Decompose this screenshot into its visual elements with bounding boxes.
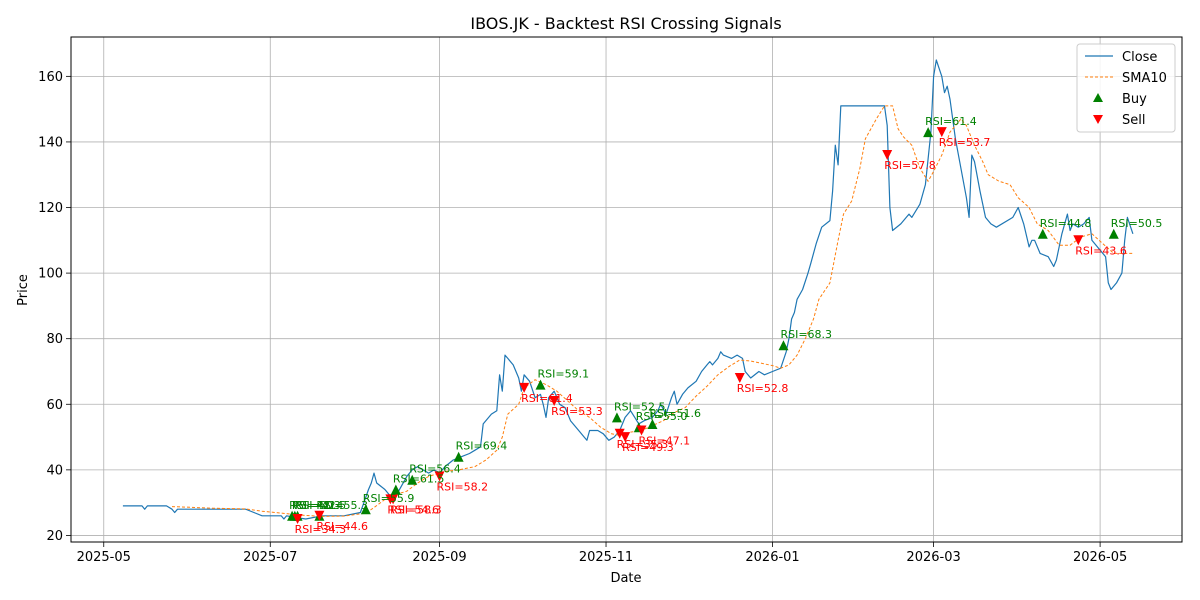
y-tick-label: 60 — [46, 398, 63, 413]
buy-annotation: RSI=68.3 — [780, 328, 832, 341]
buy-marker — [1108, 228, 1119, 239]
buy-marker — [1037, 228, 1048, 239]
buy-marker — [923, 127, 934, 138]
x-tick-label: 2026-05 — [1073, 550, 1127, 565]
x-tick-label: 2025-11 — [579, 550, 633, 565]
y-axis-title: Price — [16, 274, 31, 306]
sell-marker — [292, 514, 303, 525]
x-axis-ticks: 2025-05 2025-07 2025-09 2025-11 2026-01 2026-… — [77, 542, 1127, 565]
signal-markers — [287, 127, 1119, 525]
sell-marker — [882, 150, 893, 161]
y-tick-label: 160 — [38, 70, 63, 85]
legend-buy-label: Buy — [1122, 92, 1147, 107]
x-axis-title: Date — [610, 571, 641, 586]
x-tick-label: 2025-09 — [412, 550, 466, 565]
signal-annotations: RSI=42.3RSI=50.4RSI=42.5RSI=55.3RSI=55.9… — [289, 115, 1162, 536]
sell-annotation: RSI=47.1 — [639, 435, 691, 448]
y-tick-label: 20 — [46, 529, 63, 544]
sell-marker — [936, 127, 947, 138]
buy-annotation: RSI=69.4 — [456, 440, 508, 453]
sell-annotation: RSI=35.3 — [617, 438, 669, 451]
grid — [71, 37, 1182, 542]
buy-annotation: RSI=42.3 — [289, 499, 341, 512]
legend-sell-triangle-icon — [1093, 115, 1103, 124]
sell-annotation: RSI=57.8 — [884, 159, 936, 172]
legend-sma-label: SMA10 — [1122, 71, 1167, 86]
y-tick-label: 100 — [38, 267, 63, 282]
buy-annotation: RSI=61.4 — [925, 115, 977, 128]
buy-marker — [453, 451, 464, 462]
buy-annotation: RSI=52.5 — [614, 400, 666, 413]
sell-annotation: RSI=34.3 — [295, 523, 347, 536]
legend-close-label: Close — [1122, 50, 1157, 65]
sell-marker — [549, 395, 560, 406]
buy-annotation: RSI=50.4 — [292, 499, 344, 512]
x-tick-label: 2026-03 — [906, 550, 960, 565]
sell-annotation: RSI=52.8 — [737, 382, 789, 395]
sell-annotation: RSI=58.2 — [437, 480, 489, 493]
series-sma10-line — [171, 105, 1133, 517]
buy-annotation: RSI=44.8 — [1040, 217, 1092, 230]
buy-marker — [611, 412, 622, 423]
sell-marker — [636, 425, 647, 436]
sell-annotation: RSI=53.7 — [939, 136, 991, 149]
series-group — [122, 59, 1134, 520]
buy-marker — [647, 418, 658, 429]
sell-annotation: RSI=53.3 — [551, 405, 603, 418]
sell-annotation: RSI=58.3 — [390, 503, 442, 516]
buy-marker — [535, 379, 546, 390]
buy-marker — [390, 484, 401, 495]
x-tick-label: 2025-05 — [77, 550, 131, 565]
buy-annotation: RSI=42.5 — [295, 499, 347, 512]
sell-marker — [314, 510, 325, 521]
x-tick-label: 2025-07 — [243, 550, 297, 565]
buy-annotation: RSI=55.3 — [316, 499, 368, 512]
chart-title: IBOS.JK - Backtest RSI Crossing Signals — [470, 14, 781, 33]
buy-marker — [360, 504, 371, 515]
sell-annotation: RSI=49.3 — [622, 441, 674, 454]
y-tick-label: 120 — [38, 201, 63, 216]
legend: Close SMA10 Buy Sell — [1076, 43, 1176, 133]
series-close-line — [122, 59, 1134, 520]
x-tick-label: 2026-01 — [745, 550, 799, 565]
sell-marker — [614, 428, 625, 439]
buy-annotation: RSI=59.1 — [538, 368, 590, 381]
buy-annotation: RSI=55.9 — [363, 492, 415, 505]
legend-sell-label: Sell — [1122, 113, 1145, 128]
sell-marker — [734, 373, 745, 384]
sell-marker — [620, 432, 631, 443]
buy-marker — [407, 474, 418, 485]
sell-annotation: RSI=61.4 — [521, 392, 573, 405]
y-axis-ticks: 20 40 60 80 100 120 140 160 — [38, 70, 71, 544]
buy-annotation: RSI=50.5 — [1111, 217, 1163, 230]
sell-marker — [434, 471, 445, 482]
y-tick-label: 40 — [46, 463, 63, 478]
legend-buy-triangle-icon — [1093, 93, 1103, 102]
sell-annotation: RSI=43.6 — [1075, 244, 1127, 257]
sell-annotation: RSI=44.6 — [316, 520, 368, 533]
buy-annotation: RSI=61.5 — [393, 473, 445, 486]
buy-annotation: RSI=55.0 — [636, 410, 688, 423]
buy-marker — [778, 340, 789, 351]
plot-frame — [70, 36, 1183, 543]
y-tick-label: 80 — [46, 332, 63, 347]
sell-marker — [519, 382, 530, 393]
sell-annotation: RSI=54.6 — [387, 503, 439, 516]
buy-annotation: RSI=51.6 — [649, 407, 701, 420]
sell-marker — [388, 494, 399, 505]
y-tick-label: 140 — [38, 135, 63, 150]
legend-box — [1076, 43, 1176, 133]
sell-marker — [1073, 235, 1084, 246]
buy-annotation: RSI=56.4 — [409, 463, 461, 476]
